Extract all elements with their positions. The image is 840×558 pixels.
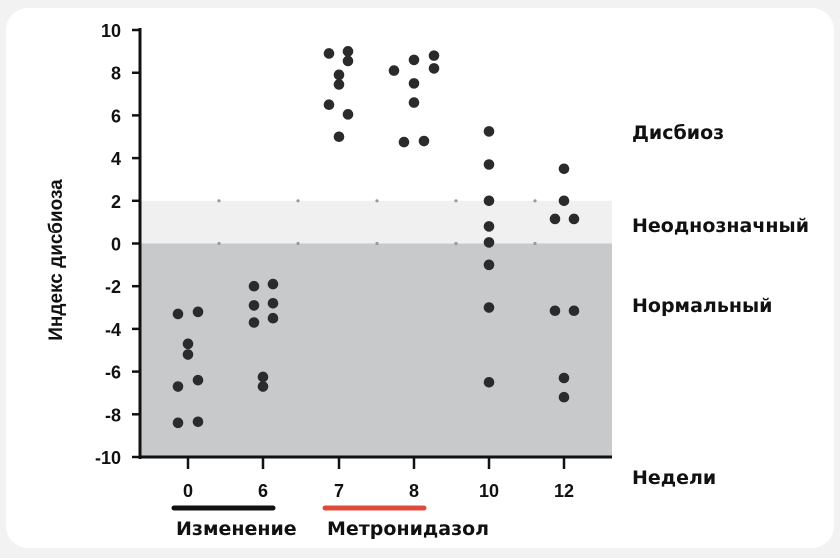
data-point-week-7: [323, 48, 335, 59]
data-point-week-6: [267, 297, 279, 309]
data-point-week-12: [549, 305, 561, 317]
data-point-week-0: [172, 381, 184, 392]
zone-band-2: [140, 243, 612, 457]
data-point-week-12: [558, 372, 570, 384]
zone-boundary-dot: [533, 241, 537, 246]
y-tick-label: 0: [111, 235, 121, 255]
zone-boundary-dot: [217, 199, 221, 203]
y-tick-label: -2: [105, 277, 121, 297]
data-point-week-6: [267, 278, 279, 290]
y-axis-label: Индекс дисбиоза: [46, 179, 67, 341]
data-point-week-7: [333, 69, 345, 81]
data-point-week-8: [388, 65, 400, 76]
data-point-week-12: [558, 195, 570, 207]
data-point-week-12: [568, 213, 580, 225]
x-tick-label: 0: [183, 481, 193, 501]
y-tick-label: 10: [101, 21, 121, 41]
data-point-week-10: [483, 237, 495, 248]
data-point-week-7: [342, 46, 354, 57]
data-point-week-0: [172, 308, 184, 320]
data-point-week-8: [408, 78, 420, 89]
x-tick-label: 10: [479, 481, 499, 501]
data-point-week-0: [182, 338, 194, 350]
data-point-week-6: [248, 300, 260, 311]
data-point-week-8: [398, 136, 410, 148]
y-tick-label: -4: [105, 320, 121, 340]
zone-boundary-dot: [296, 199, 300, 203]
x-tick-label: 7: [334, 481, 344, 501]
y-tick-label: 2: [111, 192, 121, 212]
data-point-week-10: [483, 126, 495, 137]
zone-label: Дисбиоз: [632, 122, 724, 144]
data-point-week-10: [483, 376, 495, 388]
y-tick-label: -6: [105, 363, 121, 383]
data-point-week-0: [192, 416, 204, 428]
zone-band-1: [140, 200, 612, 244]
data-point-week-6: [257, 381, 269, 392]
data-point-week-0: [192, 374, 204, 386]
data-point-week-10: [483, 195, 495, 207]
data-point-week-8: [428, 63, 440, 74]
data-point-week-8: [418, 135, 430, 147]
data-point-week-6: [257, 371, 269, 383]
dysbiosis-dot-plot: Дисбиоз Неоднозначный Нормальный 10 8 6 4 2 0 -2 -…: [46, 21, 809, 548]
y-tick-label: 6: [111, 106, 121, 126]
chart-card: Дисбиоз Неоднозначный Нормальный 10 8 6 4 2 0 -2 -…: [6, 8, 834, 548]
data-point-week-10: [483, 221, 495, 232]
data-point-week-7: [342, 109, 354, 120]
zone-label: Нормальный: [632, 295, 772, 317]
y-tick-label: 8: [111, 64, 121, 84]
data-point-week-10: [483, 259, 495, 271]
zone-boundary-dot: [454, 199, 458, 203]
data-point-week-12: [558, 163, 570, 175]
x-tick-label: 8: [409, 481, 419, 501]
x-tick-label: 6: [258, 481, 268, 501]
data-point-week-7: [342, 55, 354, 67]
zone-boundary-dot: [375, 241, 379, 246]
treatment-label-0: Изменение: [176, 518, 297, 540]
zone-band-0: [140, 30, 612, 201]
data-point-week-7: [333, 131, 345, 143]
data-point-week-6: [267, 312, 279, 324]
zone-boundary-dot: [217, 241, 221, 246]
data-point-week-8: [408, 54, 420, 66]
data-point-week-7: [323, 99, 335, 111]
data-point-week-6: [248, 280, 260, 292]
y-tick-label: -8: [105, 405, 121, 425]
treatment-label-1: Метронидазол: [327, 518, 489, 540]
treatment-label-0: диеты: [176, 544, 246, 548]
data-point-week-12: [549, 213, 561, 225]
zone-label: Неоднозначный: [632, 215, 809, 237]
data-point-week-0: [182, 349, 194, 360]
zone-boundary-dot: [296, 241, 300, 246]
data-point-week-8: [428, 50, 440, 61]
zone-boundary-dot: [533, 199, 537, 203]
data-point-week-7: [333, 79, 345, 90]
y-tick-label: -10: [95, 448, 121, 468]
zone-boundary-dot: [454, 241, 458, 246]
data-point-week-10: [483, 159, 495, 170]
y-tick-label: 4: [111, 149, 121, 169]
data-point-week-6: [248, 317, 260, 328]
data-point-week-0: [192, 306, 204, 318]
data-point-week-0: [172, 417, 184, 429]
data-point-week-12: [568, 305, 580, 317]
x-tick-label: 12: [554, 481, 574, 501]
zone-boundary-dot: [375, 199, 379, 203]
x-axis-label: Недели: [632, 467, 716, 489]
data-point-week-8: [408, 97, 420, 108]
data-point-week-10: [483, 302, 495, 313]
data-point-week-12: [558, 391, 570, 403]
